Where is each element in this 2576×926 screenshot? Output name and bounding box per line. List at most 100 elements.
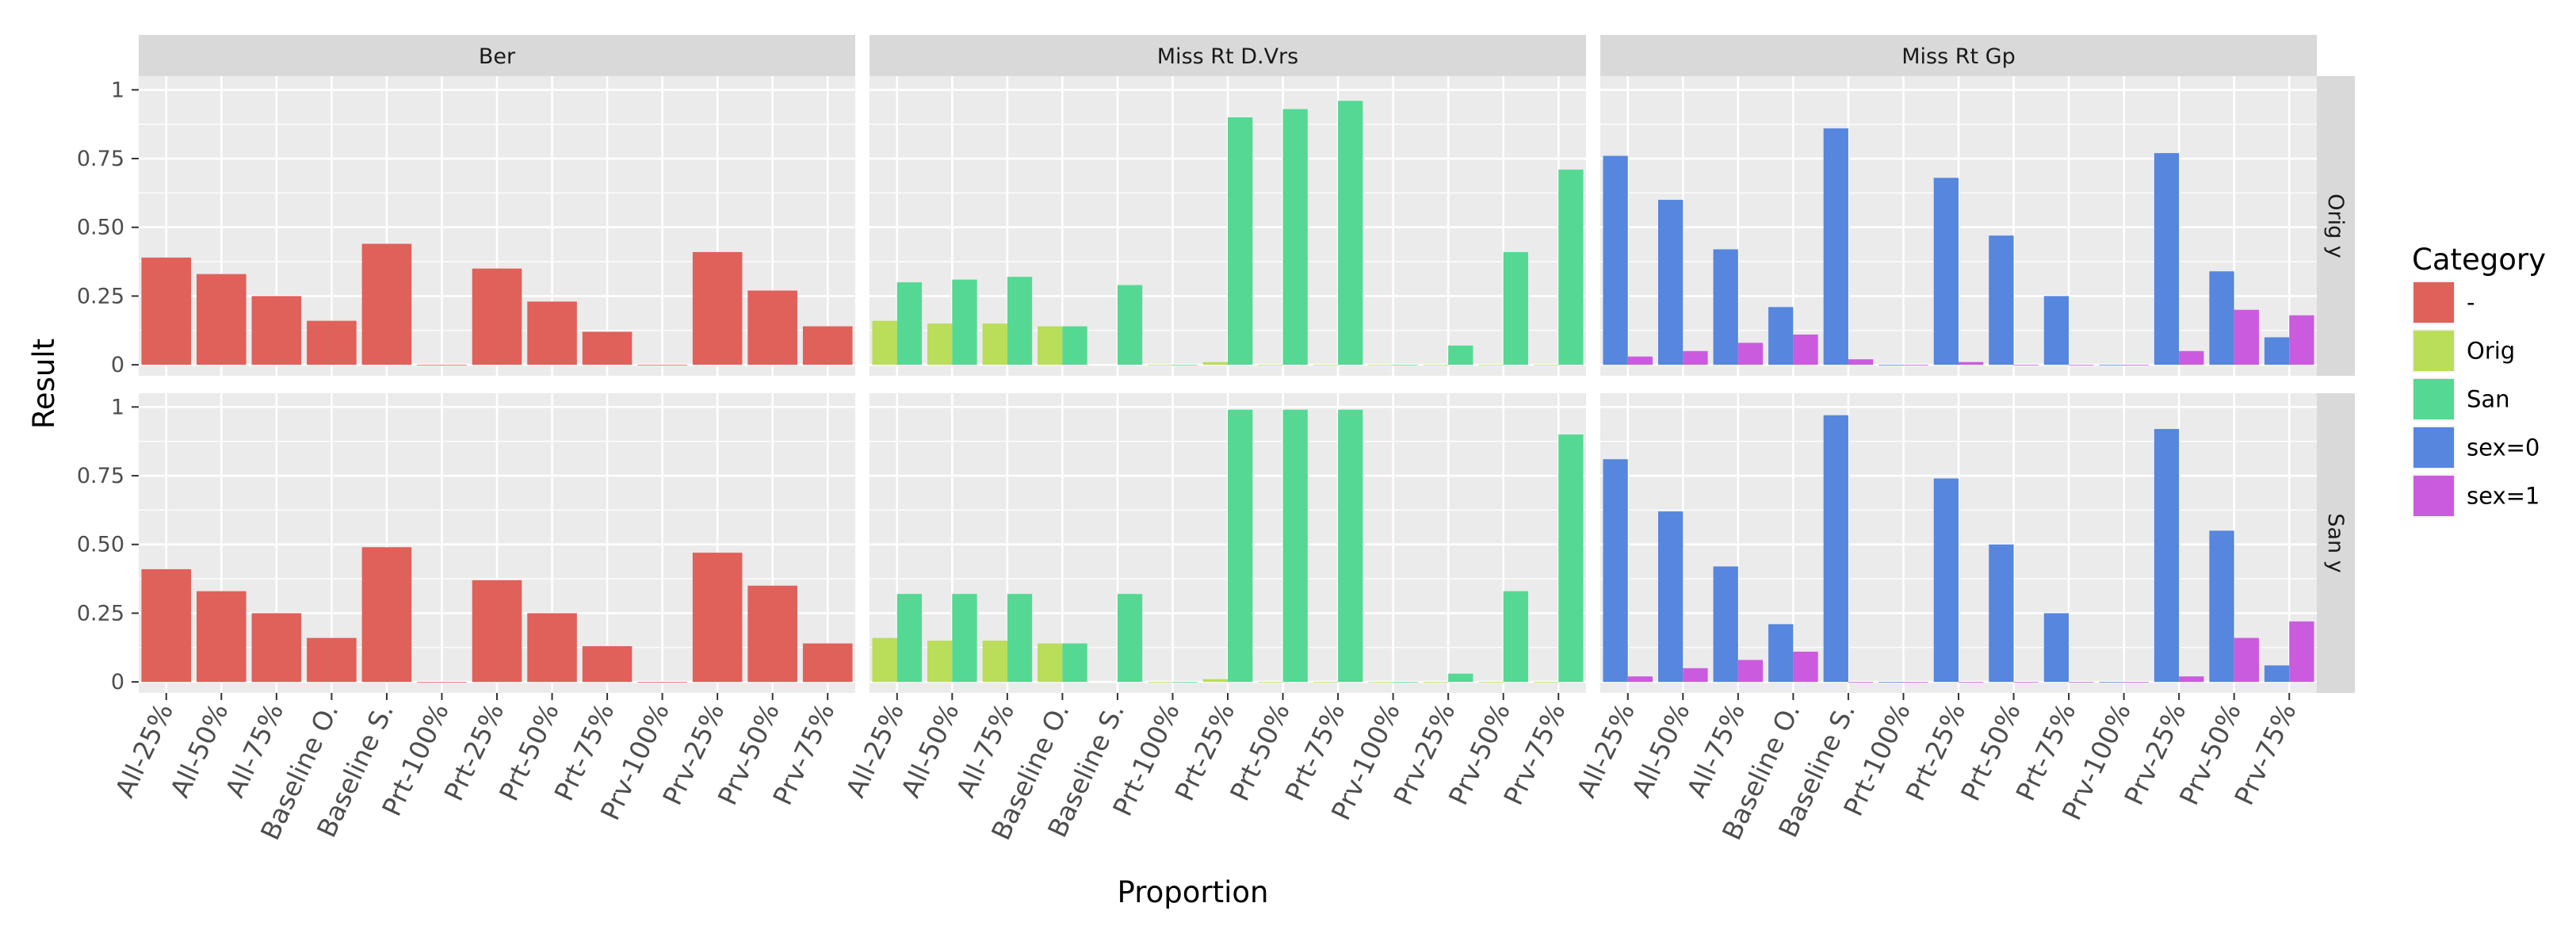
legend-title: Category bbox=[2412, 243, 2546, 277]
bar-sex-1-all-50 bbox=[1683, 350, 1708, 365]
bar-orig-all-50 bbox=[927, 641, 953, 683]
bar-sex-0-prt-75 bbox=[2043, 613, 2070, 683]
facet-strip-orig-y bbox=[2317, 76, 2355, 376]
y-tick-label: 0.25 bbox=[77, 601, 124, 626]
bar-san-prv-50 bbox=[1503, 251, 1528, 365]
facet-strip-san-y bbox=[2317, 393, 2355, 693]
facet-strip-label: San y bbox=[2323, 513, 2348, 572]
bar-san-all-50 bbox=[952, 279, 977, 365]
bar-orig-prv-75 bbox=[1533, 682, 1559, 683]
bar-dash-prv-25 bbox=[692, 251, 743, 365]
legend-label: Orig bbox=[2467, 338, 2515, 365]
bar-san-prt-25 bbox=[1228, 409, 1253, 683]
bar-san-prv-100 bbox=[1393, 682, 1418, 683]
facet-strips: Ber Miss Rt D.Vrs Miss Rt Gp Orig y San y bbox=[139, 35, 2355, 693]
bar-sex-0-baseline-s bbox=[1823, 415, 1848, 683]
bar-orig-prt-75 bbox=[1313, 682, 1339, 683]
y-tick-label: 1 bbox=[111, 395, 124, 419]
facet-strip-label: Miss Rt D.Vrs bbox=[1157, 44, 1298, 69]
bar-sex-0-all-50 bbox=[1658, 511, 1684, 683]
bar-sex-1-prv-50 bbox=[2234, 309, 2259, 365]
legend-item-san: San bbox=[2412, 377, 2510, 421]
bar-dash-all-75 bbox=[251, 296, 302, 365]
bar-orig-all-25 bbox=[872, 320, 897, 365]
bar-san-all-25 bbox=[896, 282, 923, 365]
facet-strip-label: Orig y bbox=[2323, 193, 2348, 258]
bar-sex-1-prt-25 bbox=[1959, 362, 1984, 365]
bar-dash-prt-50 bbox=[527, 301, 577, 365]
bar-sex-0-prt-50 bbox=[1989, 544, 2014, 683]
legend-swatch bbox=[2414, 476, 2454, 516]
bar-sex-1-baseline-s bbox=[1848, 682, 1874, 683]
bar-san-all-25 bbox=[896, 594, 923, 683]
legend-swatch bbox=[2414, 282, 2454, 323]
bar-dash-prt-50 bbox=[527, 613, 577, 683]
bar-san-prv-25 bbox=[1448, 673, 1473, 683]
bar-san-all-50 bbox=[952, 594, 977, 683]
bar-dash-all-50 bbox=[197, 591, 247, 683]
y-tick-label: 0 bbox=[111, 353, 124, 377]
bar-orig-prv-100 bbox=[1368, 682, 1393, 683]
bar-san-prv-75 bbox=[1558, 169, 1584, 365]
bar-orig-all-75 bbox=[982, 323, 1007, 365]
x-axis: All-25%All-50%All-75%Baseline O.Baseline… bbox=[109, 693, 2302, 845]
panel-san-y-miss-rt-d-vrs bbox=[869, 393, 1586, 693]
bar-dash-all-75 bbox=[251, 613, 302, 683]
bar-san-prt-100 bbox=[1172, 682, 1198, 683]
bar-san-all-75 bbox=[1007, 594, 1033, 683]
bar-san-prt-75 bbox=[1338, 409, 1363, 683]
facet-strip-miss-rt-d-vrs bbox=[869, 35, 1586, 76]
bar-sex-1-all-25 bbox=[1627, 356, 1653, 365]
bar-san-baseline-s bbox=[1117, 594, 1143, 683]
bar-orig-prv-25 bbox=[1423, 682, 1449, 683]
bar-dash-prv-75 bbox=[802, 643, 853, 683]
panel-orig-y-miss-rt-gp bbox=[1600, 76, 2317, 376]
bar-dash-prt-75 bbox=[582, 646, 633, 683]
bar-sex-1-baseline-o bbox=[1793, 651, 1818, 683]
bar-sex-0-prt-100 bbox=[1878, 682, 1904, 683]
bar-san-prt-50 bbox=[1282, 409, 1308, 683]
y-tick-label: 0.75 bbox=[77, 464, 124, 488]
bar-sex-1-prt-25 bbox=[1959, 682, 1984, 683]
bar-sex-1-all-75 bbox=[1737, 660, 1764, 683]
bar-sex-0-baseline-s bbox=[1823, 128, 1848, 365]
y-tick-label: 1 bbox=[111, 78, 124, 102]
panel-san-y-miss-rt-gp bbox=[1600, 393, 2317, 693]
bar-san-prv-75 bbox=[1558, 434, 1584, 683]
bar-sex-0-all-25 bbox=[1603, 459, 1628, 683]
facet-strip-miss-rt-gp bbox=[1600, 35, 2317, 76]
legend-label: sex=1 bbox=[2467, 483, 2540, 510]
bar-dash-prt-75 bbox=[582, 331, 633, 365]
legend-label: San bbox=[2467, 386, 2510, 413]
bar-orig-prv-50 bbox=[1478, 682, 1504, 683]
y-axis: 0 0.25 0.50 0.75 1 0 0.25 0.50 0.75 1 bbox=[77, 78, 139, 694]
legend-label: sex=0 bbox=[2467, 434, 2540, 461]
bar-sex-1-prv-25 bbox=[2179, 350, 2204, 365]
legend-swatch bbox=[2414, 427, 2454, 468]
bar-sex-0-prt-25 bbox=[1933, 178, 1959, 365]
legend-item-sex-1: sex=1 bbox=[2412, 474, 2540, 518]
y-tick-label: 0.50 bbox=[77, 216, 124, 240]
bar-dash-prv-75 bbox=[802, 326, 853, 365]
bar-san-prt-25 bbox=[1228, 117, 1253, 365]
bar-san-all-75 bbox=[1007, 277, 1033, 365]
bar-sex-0-all-75 bbox=[1713, 249, 1738, 365]
bar-orig-all-75 bbox=[982, 641, 1007, 683]
legend-swatch bbox=[2414, 331, 2454, 371]
bar-sex-0-all-25 bbox=[1603, 155, 1628, 365]
bar-san-prt-75 bbox=[1338, 101, 1363, 365]
bar-dash-prt-100 bbox=[417, 682, 467, 683]
bar-sex-1-baseline-s bbox=[1848, 359, 1874, 365]
bar-dash-all-50 bbox=[197, 274, 247, 365]
bar-sex-0-all-75 bbox=[1713, 566, 1738, 683]
bar-dash-baseline-o bbox=[307, 637, 357, 683]
bar-dash-all-25 bbox=[141, 257, 192, 365]
bar-dash-baseline-s bbox=[361, 547, 412, 683]
bar-dash-all-25 bbox=[141, 568, 192, 683]
bar-orig-prt-25 bbox=[1202, 362, 1228, 365]
bar-sex-1-prt-50 bbox=[2013, 682, 2039, 683]
bar-sex-0-prv-25 bbox=[2154, 429, 2180, 683]
legend-label: - bbox=[2467, 289, 2475, 316]
bar-orig-prt-25 bbox=[1202, 679, 1228, 683]
